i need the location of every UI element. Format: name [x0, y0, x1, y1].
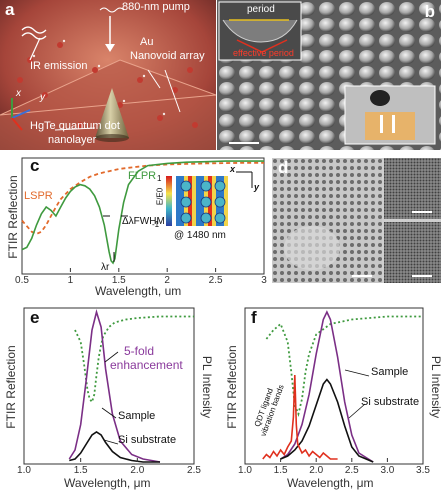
qd-label-line1: HgTe quantum dot [30, 120, 120, 132]
x-tick-label: 1.5 [74, 465, 88, 476]
panel-c-chart: 0.5 1 1.5 2 2.5 3 [0, 152, 270, 300]
panel-c-plot: 0.5 1 1.5 2 2.5 3 [15, 157, 267, 286]
sem-array-image [217, 0, 441, 150]
panel-e-ylabel-right: PL Intensity [200, 355, 214, 419]
x-tick-label: 2.5 [209, 275, 223, 286]
series-si-substrate [69, 431, 160, 463]
series-lspr [21, 161, 264, 235]
si-substrate-label: Si substrate [361, 396, 420, 408]
panel-e-chart: 1.0 1.5 2.0 2.5 e FTIR Reflection PL Intens… [0, 300, 220, 492]
panel-c-xlabel: Wavelength, um [95, 284, 182, 298]
lambda-r-label: λr [101, 262, 110, 273]
panel-b-sem: b period effective period [217, 0, 441, 150]
panel-f-plot: 1.0 1.5 2.0 2.5 3.0 3.5 [238, 307, 430, 476]
panel-f-xlabel: Wavelength, μm [287, 476, 374, 490]
x-tick-label: 2 [164, 275, 170, 286]
panel-a-schematic: a 880-nm pump Au Nanovoid array IR emiss… [0, 0, 216, 150]
plot-frame [244, 307, 424, 465]
panel-f-chart: 1.0 1.5 2.0 2.5 3.0 3.5 f FTIR Reflection PL … [221, 300, 441, 492]
sample-label: Sample [118, 410, 156, 422]
series-qdt-ligand-vibration-bands [262, 374, 338, 460]
series-ftir-reflection [265, 315, 423, 417]
fwhm-label: ΔλFWHM [122, 216, 165, 227]
inset-axis-y: y [254, 182, 260, 192]
panel-a-label: a [5, 0, 15, 19]
x-tick-label: 2.5 [345, 465, 359, 476]
series-flpr [21, 160, 264, 265]
panel-d-label: d [278, 158, 289, 177]
panel-e-ylabel-left: FTIR Reflection [4, 345, 18, 429]
x-tick-label: 3.0 [380, 465, 394, 476]
x-tick-label: 1.0 [238, 465, 252, 476]
tem-images [272, 158, 441, 283]
axis-y-label: y [40, 92, 45, 103]
panel-e-plot: 1.0 1.5 2.0 2.5 [17, 307, 201, 476]
au-label: Au [140, 36, 154, 48]
colorbar-top: 1 [157, 174, 162, 183]
panel-e-xlabel: Wavelength, μm [64, 476, 151, 490]
series-sample [68, 309, 161, 463]
x-tick-label: 1.5 [112, 275, 126, 286]
flpr-label: FLPR [128, 170, 157, 182]
panel-c-ylabel: FTIR Reflection [6, 175, 20, 259]
x-tick-label: 2.5 [187, 465, 201, 476]
plot-frame [21, 157, 265, 275]
colorbar-bottom: -1 [152, 220, 160, 229]
panel-f-ylabel-right: PL Intensity [429, 355, 441, 419]
panel-f-ylabel-left: FTIR Reflection [225, 345, 239, 429]
x-tick-label: 2.0 [130, 465, 144, 476]
x-tick-label: 1.5 [274, 465, 288, 476]
qd-label-line2: nanolayer [48, 134, 97, 146]
inset-axis-x: x [230, 164, 236, 174]
sample-label: Sample [371, 366, 409, 378]
inset-wavelength-label: @ 1480 nm [174, 230, 226, 241]
x-tick-label: 3.5 [416, 465, 430, 476]
x-tick-label: 2.0 [309, 465, 323, 476]
panel-d-tem: d [272, 158, 441, 283]
panel-a-illustration [0, 0, 216, 150]
si-substrate-label: Si substrate [118, 434, 177, 446]
series-sample [280, 310, 374, 463]
enhancement-label-line2: enhancement [110, 358, 183, 372]
plot-frame [23, 307, 195, 465]
x-tick-label: 0.5 [15, 275, 29, 286]
lspr-label: LSPR [24, 190, 53, 202]
effective-period-label: effective period [233, 48, 294, 58]
panel-e-label: e [30, 308, 40, 327]
x-tick-label: 1.0 [17, 465, 31, 476]
series-si-substrate [280, 378, 374, 463]
ir-emission-label: IR emission [30, 60, 88, 72]
panel-b-label: b [424, 2, 435, 21]
period-label: period [247, 4, 275, 15]
axis-x-label: x [16, 88, 21, 99]
panel-c-label: c [30, 156, 40, 175]
e-field-inset [166, 171, 253, 226]
x-tick-label: 1 [68, 275, 74, 286]
enhancement-label-line1: 5-fold [124, 344, 155, 358]
nanovoid-array-label: Nanovoid array [130, 50, 205, 62]
panel-f-label: f [251, 308, 257, 327]
pump-label: 880-nm pump [122, 1, 190, 13]
x-tick-label: 3 [261, 275, 267, 286]
